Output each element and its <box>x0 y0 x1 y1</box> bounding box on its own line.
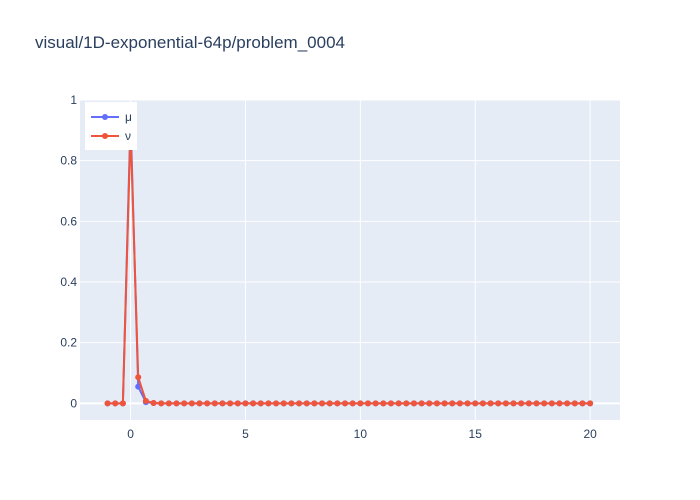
series-1-point-27 <box>311 400 318 407</box>
series-1-point-48 <box>472 400 479 407</box>
series-1-point-32 <box>349 400 356 407</box>
series-1-point-63 <box>587 400 594 407</box>
y-gridlines <box>80 99 620 344</box>
series-1-point-56 <box>533 400 540 407</box>
series-1-point-37 <box>387 400 394 407</box>
series-1-point-16 <box>227 400 234 407</box>
legend-item-mu[interactable]: μ <box>91 110 132 124</box>
series-1-point-5 <box>142 397 149 404</box>
series-1-point-12 <box>196 400 203 407</box>
y-tick-labels: 0 0.2 0.4 0.6 0.8 1 <box>60 93 77 410</box>
series-1-point-58 <box>548 400 555 407</box>
legend-background <box>85 102 137 150</box>
series-1-point-10 <box>181 400 188 407</box>
series-1-point-57 <box>541 400 548 407</box>
y-tick-label-4: 0.8 <box>60 154 77 168</box>
series-1-point-0 <box>104 400 111 407</box>
series-1-point-55 <box>525 400 532 407</box>
series-1-point-39 <box>403 400 410 407</box>
series-1-point-34 <box>364 400 371 407</box>
legend-label-mu: μ <box>125 110 132 124</box>
series-1-point-30 <box>334 400 341 407</box>
legend-item-nu[interactable]: ν <box>91 129 131 143</box>
series-1-point-9 <box>173 400 180 407</box>
series-1-point-28 <box>319 400 326 407</box>
chart-title: visual/1D-exponential-64p/problem_0004 <box>35 33 345 52</box>
series-1-point-50 <box>487 400 494 407</box>
legend-label-nu: ν <box>125 129 131 143</box>
series-1-point-26 <box>303 400 310 407</box>
x-tick-label-0: 0 <box>127 427 134 441</box>
series-1-point-18 <box>242 400 249 407</box>
series-1-point-13 <box>204 400 211 407</box>
series-1-point-40 <box>410 400 417 407</box>
series-1-point-8 <box>165 400 172 407</box>
y-tick-label-2: 0.4 <box>60 275 77 289</box>
series-1-point-25 <box>296 400 303 407</box>
series-1-point-44 <box>441 400 448 407</box>
legend-swatch-nu-marker <box>102 133 108 139</box>
series-1-point-17 <box>234 400 241 407</box>
series-1-point-20 <box>257 400 264 407</box>
series-1-point-47 <box>464 400 471 407</box>
x-tick-label-4: 20 <box>583 427 597 441</box>
series-1-point-29 <box>326 400 333 407</box>
x-tick-label-3: 15 <box>469 427 483 441</box>
legend-swatch-mu-marker <box>102 114 108 120</box>
series-1 <box>104 125 594 407</box>
y-tick-label-0: 0 <box>70 396 77 410</box>
series-1-point-4 <box>135 374 142 381</box>
series-1-point-35 <box>372 400 379 407</box>
x-tick-label-2: 10 <box>354 427 368 441</box>
series-layer <box>104 115 594 407</box>
series-1-point-14 <box>211 400 218 407</box>
series-1-point-51 <box>495 400 502 407</box>
series-1-point-6 <box>150 400 157 407</box>
series-1-point-62 <box>579 400 586 407</box>
series-1-point-15 <box>219 400 226 407</box>
series-1-point-38 <box>395 400 402 407</box>
y-tick-label-3: 0.6 <box>60 214 77 228</box>
series-1-point-24 <box>288 400 295 407</box>
series-1-point-45 <box>449 400 456 407</box>
series-1-point-53 <box>510 400 517 407</box>
series-1-point-46 <box>456 400 463 407</box>
series-1-point-21 <box>265 400 272 407</box>
series-line-1 <box>107 127 591 405</box>
series-1-point-36 <box>380 400 387 407</box>
series-1-point-52 <box>502 400 509 407</box>
x-tick-labels: 0 5 10 15 20 <box>127 427 597 441</box>
series-1-point-23 <box>280 400 287 407</box>
y-tick-label-1: 0.2 <box>60 336 77 350</box>
series-1-point-60 <box>564 400 571 407</box>
series-1-point-49 <box>479 400 486 407</box>
legend[interactable]: μ ν <box>85 102 137 150</box>
series-1-point-31 <box>342 400 349 407</box>
x-tick-label-1: 5 <box>242 427 249 441</box>
series-1-point-43 <box>433 400 440 407</box>
series-1-point-19 <box>250 400 257 407</box>
series-1-point-54 <box>518 400 525 407</box>
series-1-point-41 <box>418 400 425 407</box>
plot-background <box>80 100 620 420</box>
series-0-point-4 <box>135 383 142 390</box>
x-gridlines <box>130 100 591 420</box>
series-1-point-22 <box>273 400 280 407</box>
y-tick-label-5: 1 <box>70 93 77 107</box>
series-1-point-2 <box>119 400 126 407</box>
series-1-point-61 <box>571 400 578 407</box>
series-1-point-1 <box>112 400 119 407</box>
series-1-point-33 <box>357 400 364 407</box>
series-1-point-42 <box>426 400 433 407</box>
series-1-point-7 <box>158 400 165 407</box>
series-1-point-11 <box>188 400 195 407</box>
series-1-point-59 <box>556 400 563 407</box>
